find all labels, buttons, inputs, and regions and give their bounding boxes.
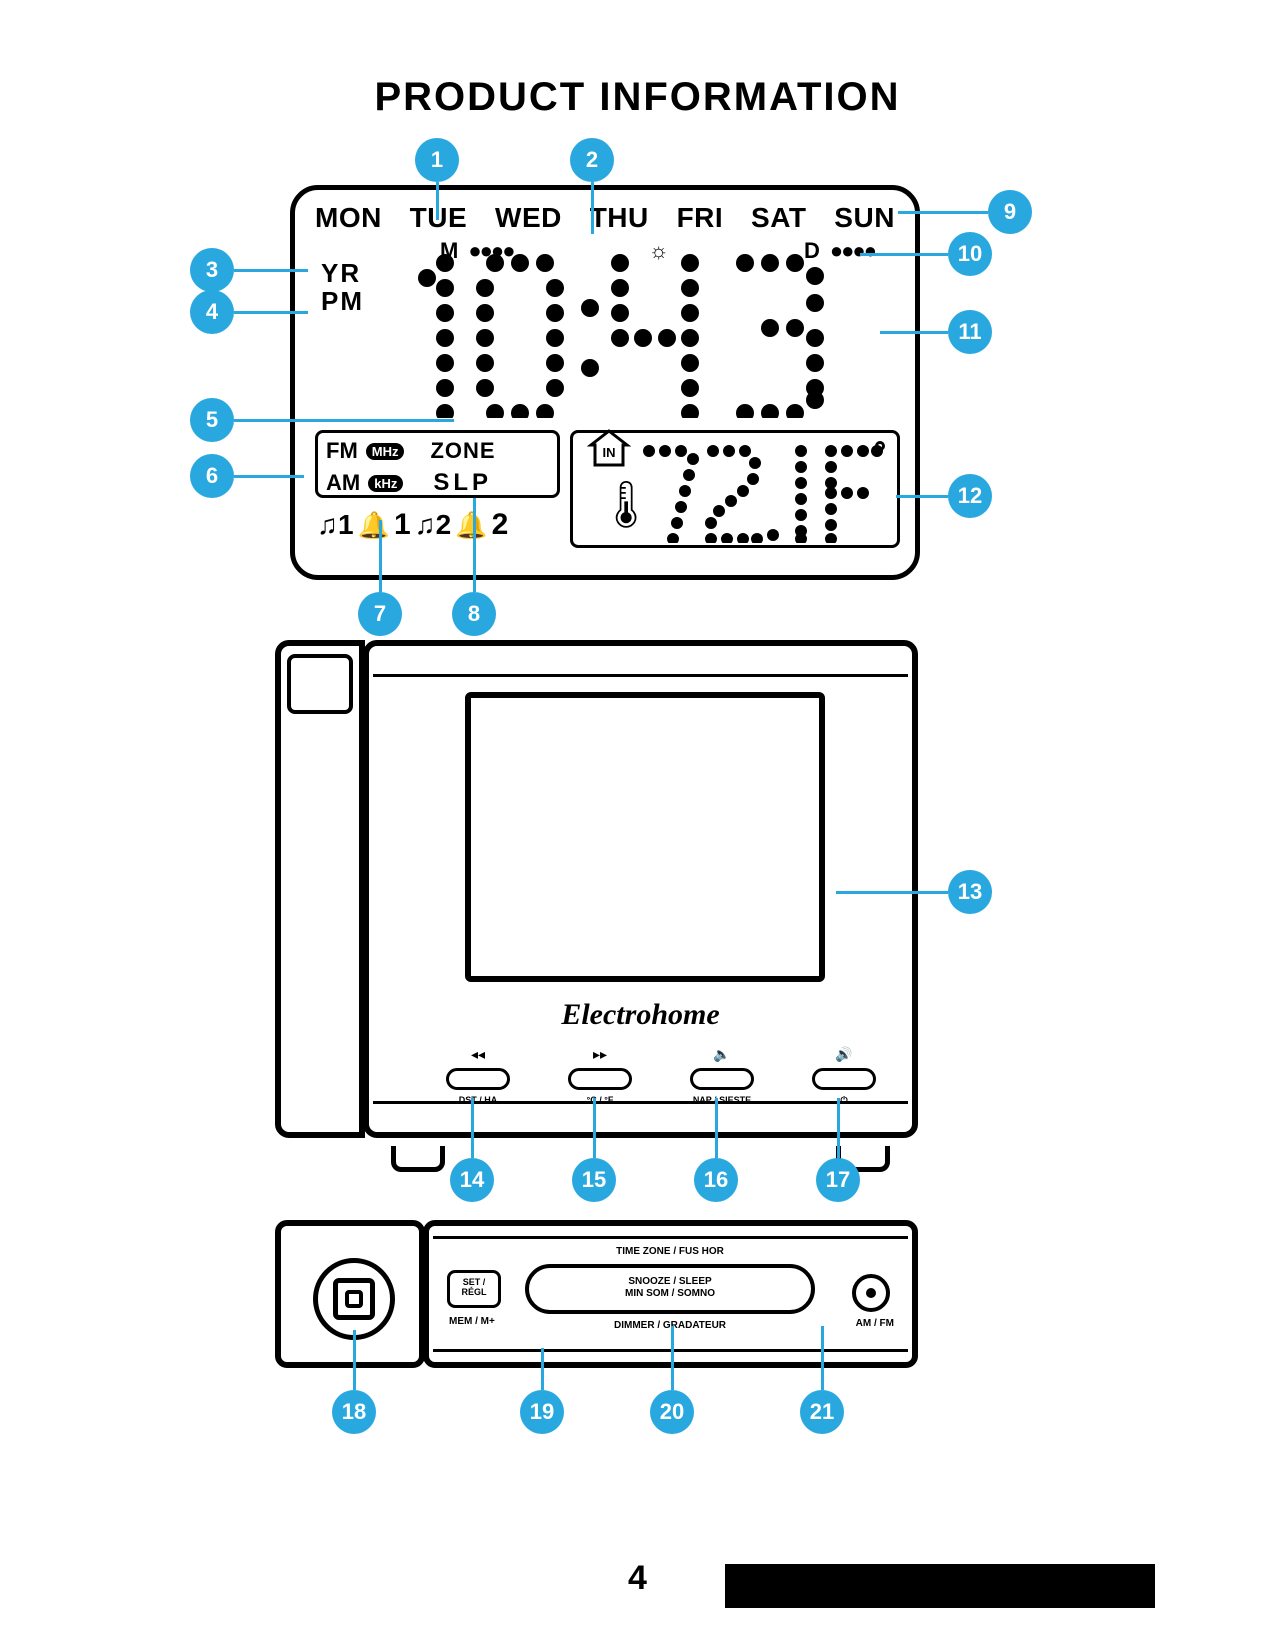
- radio-box: FM MHz ZONE AM kHz SLP: [315, 430, 560, 498]
- projector-top: [275, 1220, 425, 1368]
- page-title: PRODUCT INFORMATION: [0, 75, 1275, 120]
- leader-1: [436, 182, 439, 220]
- slp-label: SLP: [433, 469, 492, 497]
- khz-pill: kHz: [368, 475, 403, 492]
- callout-20: 20: [650, 1390, 694, 1434]
- dimmer-label: DIMMER / GRADATEUR: [525, 1320, 815, 1331]
- btn-cf[interactable]: ▸▸ °C / °F: [565, 1046, 635, 1105]
- day-mon: MON: [315, 202, 382, 234]
- day-sun: SUN: [834, 202, 895, 234]
- amfm-button[interactable]: [852, 1274, 890, 1312]
- projector-arm: [275, 640, 365, 1138]
- leader-19: [541, 1348, 544, 1390]
- amfm-label: AM / FM: [856, 1318, 894, 1329]
- callout-6: 6: [190, 454, 234, 498]
- leader-18: [353, 1330, 356, 1390]
- leader-7: [379, 520, 382, 592]
- leader-2: [591, 182, 594, 234]
- mhz-pill: MHz: [366, 443, 405, 460]
- btn-dst[interactable]: ◂◂ DST / HA: [443, 1046, 513, 1105]
- zone-label: ZONE: [430, 438, 495, 464]
- leader-13: [836, 891, 948, 894]
- svg-text:IN: IN: [603, 445, 616, 460]
- lcd-panel: MON TUE WED THU FRI SAT SUN M ●●●● ☼ D ●…: [290, 185, 920, 580]
- front-buttons: ◂◂ DST / HA ▸▸ °C / °F 🔈 NAP / SIESTE 🔊 …: [443, 1046, 879, 1105]
- bell2-icon: 🔔: [455, 510, 487, 541]
- callout-12: 12: [948, 474, 992, 518]
- leader-4: [234, 311, 308, 314]
- callout-9: 9: [988, 190, 1032, 234]
- footer-bar: [725, 1564, 1155, 1608]
- btn-nap[interactable]: 🔈 NAP / SIESTE: [687, 1046, 757, 1105]
- callout-17: 17: [816, 1158, 860, 1202]
- time-digits: [395, 248, 895, 418]
- btn-cf-label: °C / °F: [587, 1096, 614, 1105]
- callout-15: 15: [572, 1158, 616, 1202]
- leader-17: [837, 1098, 840, 1158]
- leader-11: [880, 331, 948, 334]
- callout-3: 3: [190, 248, 234, 292]
- leader-10: [860, 253, 948, 256]
- bell1-num: 1: [394, 508, 411, 542]
- btn-dst-label: DST / HA: [459, 1096, 498, 1105]
- callout-4: 4: [190, 290, 234, 334]
- forward-icon: ▸▸: [593, 1046, 607, 1062]
- snooze-button[interactable]: SNOOZE / SLEEPMIN SOM / SOMNO: [525, 1264, 815, 1314]
- tz-label: TIME ZONE / FUS HOR: [525, 1246, 815, 1257]
- callout-13: 13: [948, 870, 992, 914]
- btn-power[interactable]: 🔊 ⏻: [809, 1046, 879, 1105]
- callout-21: 21: [800, 1390, 844, 1434]
- fm-label: FM: [326, 438, 358, 464]
- set-button[interactable]: SET /RÉGL: [447, 1270, 501, 1308]
- day-sat: SAT: [751, 202, 806, 234]
- leader-9: [898, 211, 988, 214]
- front-view: Electrohome ◂◂ DST / HA ▸▸ °C / °F 🔈 NAP…: [275, 640, 920, 1170]
- music2-icon: ♫2: [415, 509, 452, 541]
- leader-8: [473, 498, 476, 592]
- callout-1: 1: [415, 138, 459, 182]
- callout-19: 19: [520, 1390, 564, 1434]
- pm-label: PM: [321, 286, 364, 317]
- callout-8: 8: [452, 592, 496, 636]
- voldown-icon: 🔈: [713, 1046, 730, 1062]
- day-fri: FRI: [677, 202, 724, 234]
- callout-18: 18: [332, 1390, 376, 1434]
- day-thu: THU: [590, 202, 649, 234]
- leader-15: [593, 1098, 596, 1158]
- volup-icon: 🔊: [835, 1046, 852, 1062]
- leader-6: [234, 475, 304, 478]
- day-wed: WED: [495, 202, 562, 234]
- bell1-icon: 🔔: [358, 510, 390, 541]
- rewind-icon: ◂◂: [471, 1046, 485, 1062]
- temp-box: IN 🌡: [570, 430, 900, 548]
- leader-5: [234, 419, 454, 422]
- temp-digits: [643, 439, 893, 543]
- yr-label: YR: [321, 258, 361, 289]
- callout-16: 16: [694, 1158, 738, 1202]
- btn-power-label: ⏻: [840, 1096, 847, 1105]
- leader-12: [896, 495, 948, 498]
- music1-icon: ♫1: [317, 509, 354, 541]
- front-screen: [465, 692, 825, 982]
- in-badge-icon: IN: [587, 429, 631, 469]
- alarm-row: ♫1 🔔1 ♫2 🔔2: [317, 508, 508, 542]
- callout-2: 2: [570, 138, 614, 182]
- callout-5: 5: [190, 398, 234, 442]
- brand-label: Electrohome: [369, 998, 912, 1032]
- front-body: Electrohome ◂◂ DST / HA ▸▸ °C / °F 🔈 NAP…: [363, 640, 918, 1138]
- leader-16: [715, 1098, 718, 1158]
- mem-label: MEM / M+: [449, 1316, 495, 1327]
- leader-21: [821, 1326, 824, 1390]
- leader-14: [471, 1098, 474, 1158]
- callout-7: 7: [358, 592, 402, 636]
- callout-14: 14: [450, 1158, 494, 1202]
- day-row: MON TUE WED THU FRI SAT SUN: [315, 202, 895, 234]
- callout-10: 10: [948, 232, 992, 276]
- bell2-num: 2: [492, 508, 509, 542]
- leader-20: [671, 1326, 674, 1390]
- btn-nap-label: NAP / SIESTE: [693, 1096, 751, 1105]
- leader-3: [234, 269, 308, 272]
- callout-11: 11: [948, 310, 992, 354]
- am-label: AM: [326, 470, 360, 496]
